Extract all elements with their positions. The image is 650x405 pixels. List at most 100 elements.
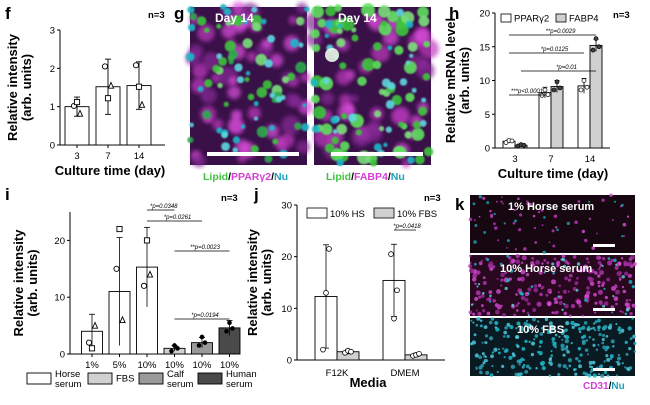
micrograph-cell: [517, 197, 520, 201]
h-ytick-label: 0: [485, 144, 490, 155]
micrograph-cell: [281, 115, 301, 135]
micrograph-cell: [543, 216, 546, 219]
j-legend-swatch: [373, 207, 395, 219]
micrograph-cell: [602, 304, 606, 308]
micrograph-cell: [565, 345, 569, 348]
micrograph-cell: [629, 337, 633, 340]
micrograph-cell: [481, 352, 485, 356]
micrograph-cell: [588, 336, 591, 339]
micrograph-cell: [532, 317, 536, 322]
micrograph-cell: [564, 346, 569, 351]
micrograph-cell: [611, 219, 614, 222]
micrograph-cell: [220, 4, 227, 10]
micrograph-cell: [516, 309, 519, 312]
micrograph-cell: [494, 326, 498, 329]
micrograph-cell: [486, 201, 490, 205]
micrograph-cell: [601, 333, 605, 337]
micrograph-cell: [268, 124, 276, 132]
chart-i: 0 10 20 1% 5% 10% 10% 10% 10% *p=0.0348 *p=0.0261 *…: [11, 204, 257, 390]
f-data-point: [138, 100, 146, 108]
micrograph-cell: [542, 250, 546, 255]
micrograph-cell: [482, 276, 486, 280]
micrograph-cell: [481, 308, 486, 313]
f-data-point: [76, 109, 84, 117]
micrograph-cell: [606, 277, 611, 282]
micrograph-cell: [520, 357, 524, 361]
micrograph-cell: [561, 308, 564, 312]
micrograph-cell: [598, 332, 602, 337]
micrograph-cell: [242, 38, 253, 49]
i-xtick-label: 1%: [85, 360, 99, 371]
micrograph-cell: [523, 321, 528, 326]
micrograph-cell: [575, 357, 579, 361]
micrograph-cell: [597, 274, 601, 278]
micrograph-cell: [488, 336, 494, 341]
micrograph-cell: [337, 23, 343, 29]
micrograph-cell: [232, 136, 240, 144]
micrograph-cell: [551, 337, 556, 341]
i-data-point: [113, 265, 120, 272]
micrograph-cell: [594, 328, 597, 332]
micrograph-cell: [618, 261, 622, 266]
micrograph-cell: [482, 280, 487, 286]
h-ytick-label: 5: [485, 110, 490, 121]
h-y-axis-title-line: Relative mRNA level: [443, 18, 458, 143]
micrograph-cell: [588, 217, 592, 221]
micrograph-cell: [230, 16, 240, 26]
micrograph-cell: [576, 277, 579, 280]
micrograph-cell: [584, 266, 588, 269]
h-data-point: [593, 36, 599, 42]
micrograph-cell: [518, 228, 522, 232]
micrograph-cell: [288, 15, 298, 25]
micrograph-cell: [468, 264, 473, 269]
micrograph-cell: [541, 285, 545, 289]
micrograph-cell: [607, 325, 612, 330]
micrograph-cell: [595, 348, 599, 352]
micrograph-cell: [624, 271, 629, 276]
micrograph-cell: [496, 370, 499, 374]
j-data-point: [323, 290, 329, 296]
micrograph-cell: [560, 343, 565, 348]
micrograph-cell: [594, 301, 598, 305]
micrograph-cell: [585, 339, 589, 342]
caption-segment: FABP4: [354, 171, 388, 183]
micrograph-cell: [597, 343, 600, 347]
micrograph-cell: [534, 241, 537, 244]
chart-h: 0 5 10 15 20 3 7 14 PPARγ2 FABP4 **p=0.0029 *p=0.01…: [443, 9, 610, 181]
micrograph-cell: [625, 308, 630, 312]
micrograph-cell: [525, 272, 530, 277]
micrograph-cell: [504, 348, 509, 353]
h-data-point: [557, 85, 563, 91]
micrograph-cell: [496, 200, 498, 203]
micrograph-cell: [598, 365, 603, 369]
caption-segment: Nu: [391, 171, 405, 183]
micrograph-cell: [551, 311, 555, 314]
micrograph-cell: [553, 214, 558, 219]
micrograph-cell: [480, 293, 485, 299]
i-data-point: [230, 326, 235, 331]
micrograph-cell: [570, 341, 573, 345]
f-xtick-label: 14: [134, 151, 145, 162]
micrograph-cell: [538, 270, 543, 275]
micrograph-cell: [378, 5, 391, 18]
micrograph-cell: [569, 314, 572, 318]
micrograph-cell: [561, 325, 565, 328]
micrograph-cell: [294, 122, 302, 130]
micrograph-cell: [624, 312, 628, 316]
micrograph-cell: [269, 53, 284, 68]
j-ytick-label: 30: [281, 201, 292, 212]
micrograph-cell: [260, 18, 267, 25]
micrograph-cell: [500, 200, 503, 203]
micrograph-cell: [599, 266, 602, 269]
micrograph-cell: [397, 121, 404, 128]
micrograph-cell: [562, 353, 566, 357]
micrograph-cell: [527, 314, 530, 317]
micrograph-cell: [232, 147, 238, 153]
micrograph-cell: [530, 285, 534, 288]
micrograph-cell: [524, 369, 529, 374]
micrograph-cell: [474, 219, 476, 221]
micrograph-caption-k: CD31/Nu: [583, 381, 625, 392]
micrograph-cell: [310, 29, 320, 39]
micrograph-cell: [528, 340, 531, 344]
